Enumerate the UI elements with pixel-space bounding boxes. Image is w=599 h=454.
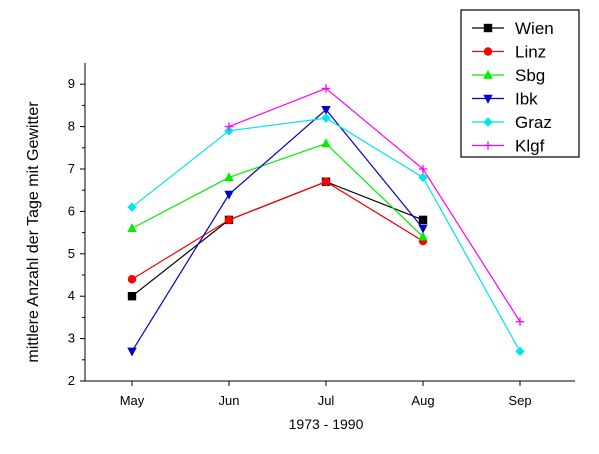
data-point-sbg (321, 138, 331, 148)
series-line-linz (131, 181, 424, 280)
data-point-sbg (224, 172, 234, 182)
y-axis-title: mittlere Anzahl der Tage mit Gewitter (25, 101, 42, 363)
legend-item-linz: Linz (472, 43, 546, 62)
legend-label: Klgf (515, 137, 545, 156)
legend-item-ibk: Ibk (472, 90, 538, 109)
legend-item-graz: Graz (472, 113, 552, 132)
data-point-linz (224, 215, 234, 225)
data-point-graz (515, 346, 525, 357)
x-tick-label: Aug (411, 393, 434, 408)
data-point-klgf (224, 122, 234, 131)
y-tick-label: 4 (68, 288, 75, 303)
legend-marker-wien (483, 23, 493, 33)
data-point-linz (321, 177, 331, 186)
series-line-wien (131, 181, 424, 297)
y-tick-label: 6 (68, 203, 75, 218)
legend-label: Wien (515, 19, 554, 38)
data-point-graz (127, 202, 137, 212)
data-point-ibk (321, 105, 331, 115)
x-tick-label: Jul (318, 393, 335, 408)
data-point-ibk (224, 190, 234, 200)
series-line-ibk (131, 108, 424, 352)
y-tick-label: 7 (68, 161, 75, 176)
data-point-ibk (127, 347, 137, 357)
data-point-graz (418, 172, 428, 183)
legend-label: Linz (515, 43, 546, 62)
legend-marker-graz (483, 117, 493, 127)
data-point-graz (224, 126, 234, 136)
legend-item-wien: Wien (472, 19, 554, 38)
y-tick-label: 3 (68, 331, 75, 346)
axes: 2 3 4 5 6 7 8 9 May Jun Jul Aug Sep (68, 63, 575, 408)
legend-label: Ibk (515, 90, 538, 109)
data-point-sbg (127, 223, 137, 233)
legend: Wien Linz Sbg Ibk Graz Klgf (460, 9, 580, 158)
legend-item-klgf: Klgf (472, 137, 545, 156)
x-axis-title: 1973 - 1990 (289, 416, 364, 432)
data-point-wien (418, 215, 428, 225)
series-line-sbg (131, 142, 424, 238)
legend-marker-linz (483, 47, 493, 56)
data-point-linz (127, 275, 137, 284)
data-point-wien (127, 292, 137, 301)
y-tick-label: 8 (68, 119, 75, 134)
data-point-sbg (418, 231, 428, 241)
data-point-graz (321, 113, 331, 123)
data-point-ibk (418, 224, 428, 234)
x-tick-label: Jun (219, 393, 240, 408)
data-point-klgf (418, 164, 428, 174)
plot-area (127, 84, 525, 357)
data-point-klgf (515, 317, 525, 326)
y-tick-label: 2 (68, 373, 75, 388)
legend-marker-sbg (483, 69, 493, 79)
y-tick-label: 9 (68, 76, 75, 91)
data-point-klgf (321, 84, 331, 93)
legend-box (460, 9, 580, 158)
y-tick-label: 5 (68, 246, 75, 261)
legend-item-sbg: Sbg (472, 66, 545, 85)
legend-marker-ibk (483, 94, 493, 104)
legend-label: Graz (515, 113, 552, 132)
x-tick-label: May (120, 393, 145, 408)
legend-label: Sbg (515, 66, 545, 85)
legend-marker-klgf (483, 141, 493, 150)
x-tick-label: Sep (508, 393, 531, 408)
series-line-klgf (228, 87, 521, 322)
